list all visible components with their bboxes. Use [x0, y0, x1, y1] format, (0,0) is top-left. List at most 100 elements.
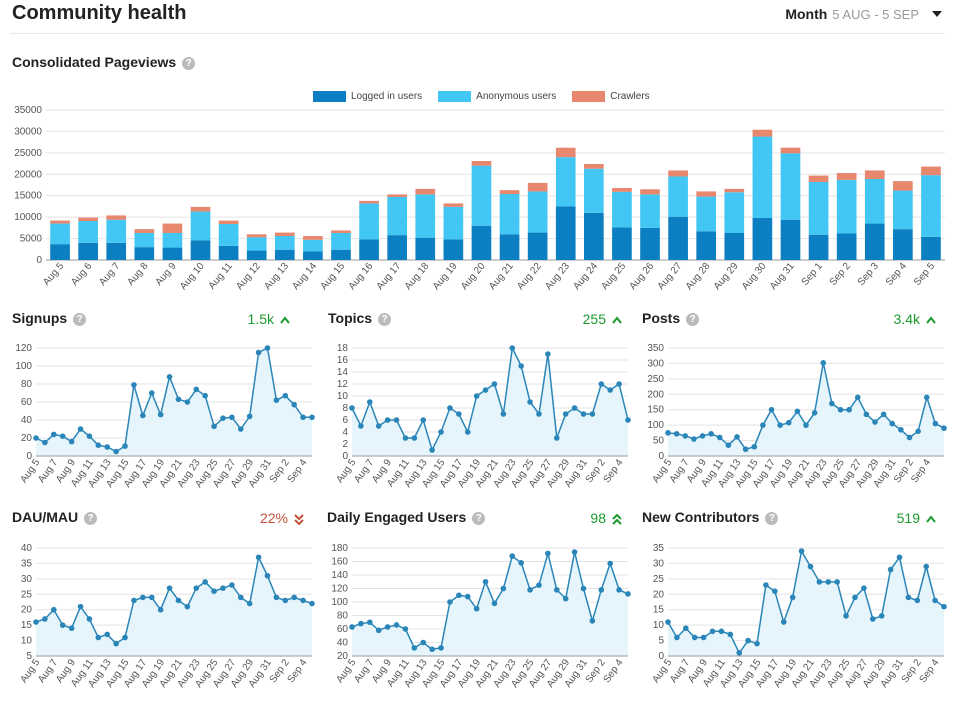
- y-tick-label: 150: [647, 405, 664, 416]
- x-tick-label: Aug 30: [740, 261, 769, 293]
- bar-segment: [359, 239, 379, 260]
- period-selector[interactable]: Month 5 AUG - 5 SEP: [785, 6, 942, 22]
- data-point: [447, 405, 453, 411]
- data-point: [500, 411, 507, 417]
- bar-segment: [893, 181, 913, 191]
- question-circle-icon[interactable]: ?: [84, 512, 98, 525]
- period-label: Month: [785, 6, 828, 22]
- data-point: [104, 631, 111, 638]
- data-point: [131, 382, 137, 388]
- data-point: [420, 417, 427, 423]
- bar-segment: [274, 249, 295, 260]
- y-tick-label: 18: [337, 343, 349, 354]
- data-point: [68, 625, 75, 632]
- question-circle-icon[interactable]: ?: [686, 313, 700, 326]
- y-tick-label: 35: [21, 558, 33, 569]
- x-tick-label: Aug 12: [234, 261, 263, 293]
- stat-value: 3.4k: [893, 311, 920, 327]
- caret-down-icon[interactable]: [932, 11, 942, 17]
- y-tick-label: 20: [337, 651, 349, 662]
- question-circle-icon[interactable]: ?: [182, 57, 196, 70]
- bar-segment: [359, 203, 379, 240]
- bar-segment: [696, 196, 717, 232]
- x-tick-label: Aug 22: [515, 261, 544, 293]
- y-tick-label: 30: [653, 558, 665, 569]
- y-tick-label: 25: [653, 574, 665, 585]
- double-chevron-down-icon: [294, 514, 304, 525]
- bar-segment: [752, 136, 773, 218]
- y-tick-label: 25: [21, 589, 33, 600]
- data-point: [393, 622, 400, 628]
- bar-segment: [78, 242, 98, 260]
- data-point: [527, 399, 533, 405]
- bar-segment: [612, 188, 632, 192]
- data-point: [77, 603, 84, 610]
- data-point: [898, 426, 904, 433]
- chevron-up-icon: [612, 316, 622, 324]
- data-point: [229, 414, 235, 421]
- y-tick-label: 20: [21, 433, 33, 444]
- bar-segment: [724, 188, 745, 193]
- bar-segment: [190, 240, 211, 260]
- data-point: [734, 434, 740, 440]
- data-point: [349, 624, 355, 630]
- x-tick-label: Aug 9: [153, 261, 179, 288]
- data-point: [518, 560, 524, 566]
- card-title-posts: Posts?: [642, 310, 700, 326]
- y-tick-label: 200: [647, 389, 664, 400]
- legend-item-anonymous[interactable]: Anonymous users: [438, 91, 556, 102]
- data-point: [589, 411, 596, 417]
- question-circle-icon[interactable]: ?: [73, 313, 87, 326]
- data-point: [915, 428, 921, 435]
- data-point: [536, 582, 542, 588]
- bar-segment: [415, 194, 436, 238]
- x-tick-label: Sep 4: [918, 657, 942, 685]
- question-circle-icon[interactable]: ?: [378, 313, 392, 326]
- data-point: [553, 587, 560, 593]
- data-point: [807, 563, 814, 570]
- data-point: [33, 619, 39, 625]
- data-point: [674, 634, 680, 641]
- data-point: [889, 420, 896, 427]
- data-point: [282, 597, 289, 604]
- question-circle-icon[interactable]: ?: [765, 512, 779, 525]
- bar-segment: [499, 194, 520, 235]
- bar-segment: [836, 233, 857, 260]
- y-tick-label: 100: [331, 597, 348, 608]
- data-point: [309, 414, 315, 421]
- bar-segment: [836, 173, 857, 180]
- data-point: [175, 396, 182, 403]
- y-tick-label: 15000: [14, 191, 42, 202]
- data-point: [237, 594, 244, 601]
- bar-segment: [752, 129, 773, 137]
- data-point: [447, 599, 453, 605]
- stat-new-contributors: 519: [846, 510, 936, 526]
- x-tick-label: Aug 25: [599, 261, 628, 293]
- chevron-up-icon: [926, 316, 936, 324]
- y-tick-label: 30000: [14, 126, 42, 137]
- legend-item-logged-in[interactable]: Logged in users: [313, 91, 422, 102]
- data-point: [95, 634, 102, 641]
- data-point: [518, 363, 524, 369]
- pageviews-title: Consolidated Pageviews: [12, 54, 177, 70]
- bar-segment: [331, 249, 351, 260]
- data-point: [887, 566, 894, 573]
- page-header: Community health Month 5 AUG - 5 SEP: [0, 0, 960, 34]
- question-circle-icon[interactable]: ?: [472, 512, 486, 525]
- legend-swatch: [572, 91, 606, 102]
- x-tick-label: Aug 18: [403, 261, 432, 293]
- data-point: [861, 585, 867, 591]
- data-point: [358, 423, 364, 429]
- y-tick-label: 100: [15, 361, 32, 372]
- data-point: [211, 588, 217, 594]
- x-tick-label: Aug 17: [375, 261, 404, 293]
- bar-segment: [808, 182, 829, 235]
- legend-item-crawlers[interactable]: Crawlers: [572, 91, 650, 102]
- data-point: [33, 435, 39, 441]
- area-fill: [352, 552, 628, 656]
- bar-segment: [218, 245, 239, 260]
- card-title-new-contributors: New Contributors?: [642, 509, 779, 525]
- data-point: [820, 360, 827, 366]
